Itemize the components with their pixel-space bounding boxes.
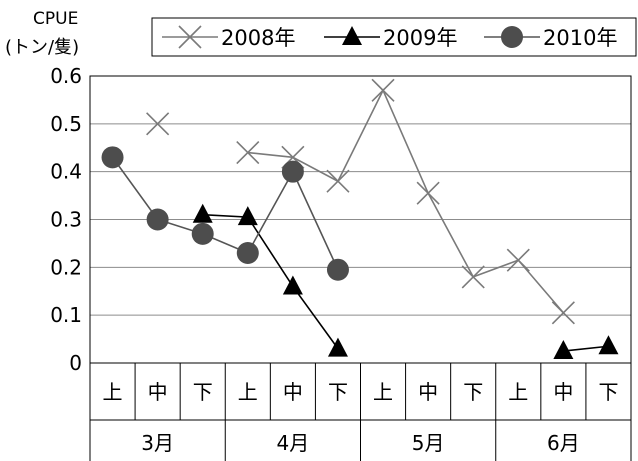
data-point-x-marker bbox=[461, 265, 485, 289]
series-0 bbox=[146, 78, 575, 325]
legend-label: 2010年 bbox=[543, 26, 617, 50]
data-point-x-marker bbox=[326, 169, 350, 193]
x-axis-category-table: 上 中 下 上 中 下 上 中 下 上 中 下 3月 4月 5月 6月 bbox=[89, 363, 632, 461]
y-tick-label: 0.5 bbox=[50, 112, 82, 136]
series-1 bbox=[192, 203, 619, 360]
y-axis-label-line2: (トン/隻) bbox=[5, 37, 79, 58]
x-tick-label: 中 bbox=[553, 380, 573, 404]
x-tick-label: 中 bbox=[283, 380, 303, 404]
data-point-circle-marker bbox=[146, 208, 169, 231]
x-tick-label: 下 bbox=[193, 380, 213, 404]
legend-label: 2008年 bbox=[221, 26, 295, 50]
legend: 2008年 2009年 2010年 bbox=[151, 17, 637, 57]
data-point-x-marker bbox=[178, 25, 202, 49]
x-tick-label: 上 bbox=[238, 380, 258, 404]
data-point-triangle-marker bbox=[237, 206, 258, 226]
y-tick-label: 0.1 bbox=[50, 303, 82, 327]
data-point-circle-marker bbox=[326, 258, 349, 281]
month-label: 3月 bbox=[141, 431, 174, 455]
legend-box bbox=[151, 17, 637, 57]
series-line bbox=[247, 88, 564, 314]
data-point-triangle-marker bbox=[598, 335, 619, 355]
data-point-x-marker bbox=[146, 112, 170, 136]
y-tick-label: 0.3 bbox=[50, 208, 82, 232]
y-tick-label: 0 bbox=[69, 351, 82, 375]
x-tick-label: 下 bbox=[328, 380, 348, 404]
gridlines bbox=[90, 123, 631, 316]
data-point-x-marker bbox=[416, 181, 440, 205]
data-point-x-marker bbox=[371, 78, 395, 102]
series-2 bbox=[101, 146, 349, 281]
series-layer bbox=[101, 78, 619, 360]
series-line bbox=[563, 345, 609, 352]
data-point-circle-marker bbox=[281, 160, 304, 183]
data-point-x-marker bbox=[236, 140, 260, 165]
data-point-triangle-marker bbox=[327, 337, 348, 357]
data-point-circle-marker bbox=[236, 241, 259, 264]
y-tick-label: 0.2 bbox=[50, 255, 82, 279]
month-label: 6月 bbox=[547, 431, 580, 455]
x-tick-label: 上 bbox=[103, 380, 123, 404]
month-label: 5月 bbox=[412, 431, 445, 455]
data-point-triangle-marker bbox=[553, 340, 574, 360]
data-point-triangle-marker bbox=[282, 275, 303, 295]
month-label: 4月 bbox=[277, 431, 310, 455]
series-line bbox=[111, 156, 339, 271]
y-axis-label-line1: CPUE bbox=[33, 9, 78, 29]
data-point-triangle-marker bbox=[342, 26, 362, 45]
y-axis-ticks: 0 0.1 0.2 0.3 0.4 0.5 0.6 bbox=[50, 64, 82, 375]
data-point-circle-marker bbox=[101, 146, 124, 169]
x-tick-label: 下 bbox=[598, 380, 618, 404]
series-line bbox=[202, 213, 339, 350]
data-point-circle-marker bbox=[501, 26, 523, 48]
data-point-x-marker bbox=[551, 301, 575, 325]
x-tick-label: 中 bbox=[148, 380, 168, 404]
data-point-triangle-marker bbox=[192, 203, 213, 223]
data-point-x-marker bbox=[506, 248, 530, 272]
y-tick-label: 0.4 bbox=[50, 160, 82, 184]
data-point-circle-marker bbox=[191, 222, 214, 245]
legend-label: 2009年 bbox=[383, 26, 457, 50]
x-tick-label: 中 bbox=[418, 380, 438, 404]
x-tick-label: 上 bbox=[508, 380, 528, 404]
y-tick-label: 0.6 bbox=[50, 64, 82, 88]
x-tick-label: 上 bbox=[373, 380, 393, 404]
x-tick-label: 下 bbox=[463, 380, 483, 404]
